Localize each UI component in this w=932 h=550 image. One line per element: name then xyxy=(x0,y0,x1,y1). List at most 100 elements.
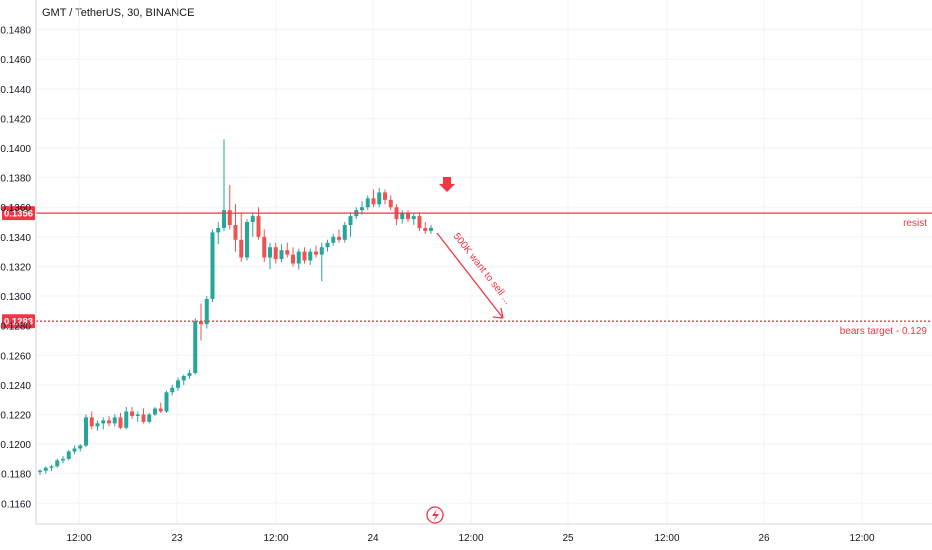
candle-body xyxy=(302,251,307,261)
candle-body xyxy=(153,408,157,415)
y-tick-label: 0.1420 xyxy=(0,114,31,125)
price-label: 0.1283 xyxy=(4,317,33,328)
candle-body xyxy=(400,213,405,220)
grid-layer xyxy=(36,0,932,524)
candle-body xyxy=(233,224,238,240)
price-label-box xyxy=(2,206,35,221)
candle-body xyxy=(170,387,175,393)
y-tick-label: 0.1160 xyxy=(1,499,31,510)
candle-body xyxy=(325,242,330,248)
y-tick-label: 0.1480 xyxy=(0,26,31,37)
candles-layer xyxy=(38,139,433,476)
candle-body xyxy=(239,239,244,258)
candle-body xyxy=(429,227,433,231)
y-tick-label: 0.1380 xyxy=(0,174,31,185)
candle-body xyxy=(199,321,203,325)
candle-body xyxy=(406,213,410,220)
trend-arrowhead xyxy=(492,307,504,319)
candle-body xyxy=(72,448,77,452)
x-tick-label: 24 xyxy=(367,533,379,544)
candle-body xyxy=(66,451,71,459)
candle-body xyxy=(141,414,146,422)
candle-body xyxy=(423,227,428,231)
candle-body xyxy=(78,445,83,449)
chart-title: GMT / TetherUS, 30, BINANCE xyxy=(42,7,195,19)
candle-body xyxy=(43,467,48,471)
candle-body xyxy=(360,207,364,211)
candle-body xyxy=(176,380,180,388)
candle-body xyxy=(158,408,163,412)
candle-body xyxy=(256,216,261,237)
candle-body xyxy=(308,251,313,261)
candle-body xyxy=(337,236,341,240)
candle-body xyxy=(107,420,111,424)
candle-body xyxy=(164,392,169,412)
candle-body xyxy=(250,216,255,223)
candle-body xyxy=(101,420,106,424)
candle-body xyxy=(227,210,232,225)
candle-body xyxy=(38,470,42,473)
candle-body xyxy=(342,224,347,240)
lightning-glyph xyxy=(432,509,439,522)
candle-body xyxy=(411,216,416,220)
x-tick-label: 12:00 xyxy=(263,533,288,544)
x-tick-label: 25 xyxy=(562,533,574,544)
y-tick-label: 0.1440 xyxy=(0,85,31,96)
y-tick-label: 0.1260 xyxy=(0,351,31,362)
y-tick-label: 0.1240 xyxy=(0,381,31,392)
price-label: 0.1356 xyxy=(4,209,33,220)
x-tick-label: 23 xyxy=(171,533,183,544)
x-tick-label: 12:00 xyxy=(66,533,91,544)
candle-body xyxy=(210,232,215,300)
candle-body xyxy=(55,460,60,467)
candle-body xyxy=(216,227,221,233)
x-tick-label: 12:00 xyxy=(849,533,874,544)
candle-body xyxy=(49,466,54,468)
candle-body xyxy=(89,417,94,427)
candle-body xyxy=(319,247,324,255)
candle-body xyxy=(273,247,278,260)
candle-body xyxy=(285,250,290,255)
candle-body xyxy=(314,251,318,255)
x-tick-label: 26 xyxy=(758,533,770,544)
arrow-text: 500K want to sell ... xyxy=(451,231,513,307)
trend-arrow xyxy=(436,232,504,319)
candle-body xyxy=(130,411,134,416)
y-tick-label: 0.1200 xyxy=(0,440,31,451)
y-tick-label: 0.1220 xyxy=(0,410,31,421)
candle-body xyxy=(61,458,65,461)
line-annotation: bears target - 0.129 xyxy=(840,326,928,337)
y-tick-label: 0.1320 xyxy=(0,262,31,273)
candle-body xyxy=(187,373,192,376)
candle-body xyxy=(371,198,376,205)
candle-body xyxy=(245,222,249,258)
candle-body xyxy=(222,210,226,228)
candle-body xyxy=(135,414,140,416)
candle-body xyxy=(291,254,295,264)
candle-body xyxy=(279,250,284,260)
y-tick-label: 0.1280 xyxy=(0,322,31,333)
candle-body xyxy=(147,414,152,422)
x-tick-label: 12:00 xyxy=(654,533,679,544)
candle-body xyxy=(262,236,267,258)
candle-body xyxy=(268,247,272,258)
y-tick-label: 0.1340 xyxy=(0,233,31,244)
y-tick-label: 0.1300 xyxy=(0,292,31,303)
candle-body xyxy=(296,251,301,264)
candle-body xyxy=(417,216,422,228)
candle-body xyxy=(377,192,382,205)
candle-body xyxy=(365,198,370,208)
candle-body xyxy=(181,375,186,381)
down-arrow-icon xyxy=(439,177,455,192)
candle-body xyxy=(118,417,123,428)
y-tick-label: 0.1400 xyxy=(0,144,31,155)
candle-body xyxy=(388,199,393,208)
candle-body xyxy=(95,423,100,427)
candle-body xyxy=(84,417,88,446)
candle-body xyxy=(204,299,209,325)
line-annotation: resist xyxy=(903,218,927,229)
candle-body xyxy=(112,417,117,424)
y-tick-label: 0.1460 xyxy=(0,55,31,66)
